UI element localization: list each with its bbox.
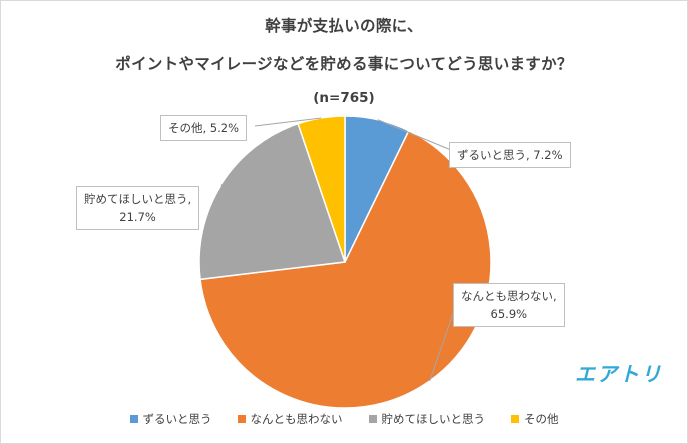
legend-item-nantomo: なんとも思わない <box>237 411 343 427</box>
data-label-sonota: その他, 5.2% <box>160 115 248 141</box>
chart-title-line2: ポイントやマイレージなどを貯める事についてどう思いますか？ <box>115 55 573 73</box>
leader-line <box>429 304 457 382</box>
chart-legend: ずるいと思う なんとも思わない 貯めてほしいと思う その他 <box>0 411 688 427</box>
legend-item-sonota: その他 <box>511 411 559 427</box>
legend-label: ずるいと思う <box>142 412 212 426</box>
leader-line <box>254 117 322 127</box>
legend-label: 貯めてほしいと思う <box>381 412 486 426</box>
legend-swatch <box>511 415 519 423</box>
leader-line <box>219 184 222 199</box>
airtrip-logo: エアトリ <box>575 362 663 386</box>
legend-item-tametehoshii: 貯めてほしいと思う <box>368 411 486 427</box>
data-label-zurui: ずるいと思う, 7.2% <box>449 142 571 168</box>
legend-item-zurui: ずるいと思う <box>129 411 212 427</box>
legend-swatch <box>129 415 138 423</box>
leader-line <box>377 119 452 151</box>
chart-title-line1: 幹事が支払いの際に、 <box>265 17 423 35</box>
data-label-nantomo: なんとも思わない, 65.9% <box>453 283 565 327</box>
pie-slice-sonota <box>297 115 346 263</box>
legend-label: その他 <box>524 412 559 426</box>
data-label-tametehoshii: 貯めてほしいと思う, 21.7% <box>76 186 200 230</box>
chart-subtitle: (n=765) <box>313 90 375 106</box>
legend-swatch <box>368 415 377 423</box>
legend-label: なんとも思わない <box>250 412 343 426</box>
legend-swatch <box>237 415 246 423</box>
